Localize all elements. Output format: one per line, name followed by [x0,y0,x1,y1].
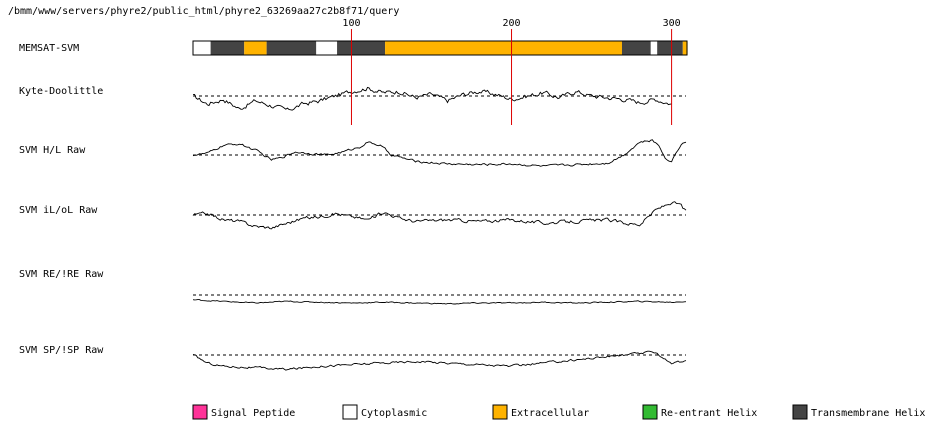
legend-label: Signal Peptide [211,408,295,419]
track-series-line [192,350,687,371]
track-label: Kyte-Doolittle [19,86,103,97]
legend-swatch [342,404,358,420]
x-tick-label: 100 [342,18,360,29]
track-series-line [192,299,687,305]
legend-swatch [492,404,508,420]
track-label: SVM iL/oL Raw [19,205,98,216]
track-label: SVM H/L Raw [19,145,86,156]
track-series-line [192,139,687,167]
topology-segment [657,41,683,55]
track-series-line [192,201,687,230]
legend-swatch [792,404,808,420]
legend-label: Extracellular [511,408,589,419]
topology-segment [682,41,688,55]
query-path: /bmm/www/servers/phyre2/public_html/phyr… [8,6,399,17]
topology-segment [193,41,211,55]
topology-segment [621,41,651,55]
legend-label: Transmembrane Helix [811,408,925,419]
topology-segment [337,41,386,55]
topology-segment [385,41,622,55]
topology-segment [650,41,658,55]
legend-swatch [192,404,208,420]
track-label: SVM RE/!RE Raw [19,269,104,280]
x-tick-label: 300 [663,18,681,29]
legend-label: Re-entrant Helix [661,408,757,419]
legend-swatch [642,404,658,420]
track-label-memsat: MEMSAT-SVM [19,43,79,54]
track-label: SVM SP/!SP Raw [19,345,104,356]
legend-label: Cytoplasmic [361,408,427,419]
topology-segment [316,41,338,55]
topology-segment [210,41,245,55]
track-series-line [193,86,672,111]
topology-bar-border [192,40,688,56]
topology-segment [244,41,267,55]
x-tick-label: 200 [502,18,520,29]
topology-segment [266,41,317,55]
